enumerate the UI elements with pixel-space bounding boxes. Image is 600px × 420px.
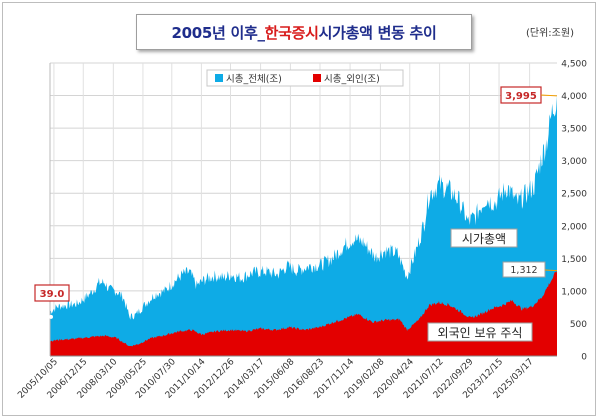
svg-text:외국인 보유 주식: 외국인 보유 주식 [438, 326, 523, 340]
start-value-marker [49, 314, 53, 319]
legend-label: 시총_전체(조) [226, 74, 282, 85]
y-tick-label: 0 [581, 353, 587, 363]
y-tick-label: 4,500 [561, 60, 587, 70]
svg-text:39.0: 39.0 [40, 289, 65, 300]
legend-swatch [313, 74, 321, 82]
y-tick-label: 3,000 [561, 157, 587, 167]
svg-text:시가총액: 시가총액 [462, 232, 506, 246]
area-series-0 [50, 95, 557, 357]
y-tick-label: 2,000 [561, 222, 587, 232]
svg-text:1,312: 1,312 [510, 265, 537, 276]
y-tick-label: 2,500 [561, 190, 587, 200]
end-foreign-value-label: 1,312 [502, 261, 546, 278]
legend-label: 시총_외인(조) [324, 73, 380, 85]
foreign-series-label: 외국인 보유 주식 [427, 322, 533, 342]
y-tick-label: 3,500 [561, 125, 587, 135]
end-foreign-leader [544, 269, 558, 272]
y-tick-label: 4,000 [561, 92, 587, 102]
chart-title-part3: 시가총액 변동 추이 [318, 23, 437, 42]
end-total-value-label: 3,995 [500, 86, 542, 104]
unit-label: (단위:조원) [526, 28, 574, 39]
chart-title-part2: 한국증시 [264, 23, 319, 42]
chart-title-part1: 2005년 이후_ [171, 23, 265, 42]
end-total-leader [540, 94, 558, 97]
start-value-label: 39.0 [34, 284, 70, 302]
legend-box [206, 69, 404, 87]
legend-swatch [215, 74, 223, 82]
total-series-label: 시가총액 [450, 228, 518, 248]
chart-title: 2005년 이후_ 한국증시 시가총액 변동 추이 [136, 14, 472, 50]
y-tick-label: 500 [570, 320, 587, 330]
legend[interactable]: 시총_전체(조) 시총_외인(조) [206, 69, 404, 87]
y-tick-label: 1,000 [561, 287, 587, 297]
svg-text:3,995: 3,995 [505, 91, 537, 102]
y-tick-label: 1,500 [561, 255, 587, 265]
